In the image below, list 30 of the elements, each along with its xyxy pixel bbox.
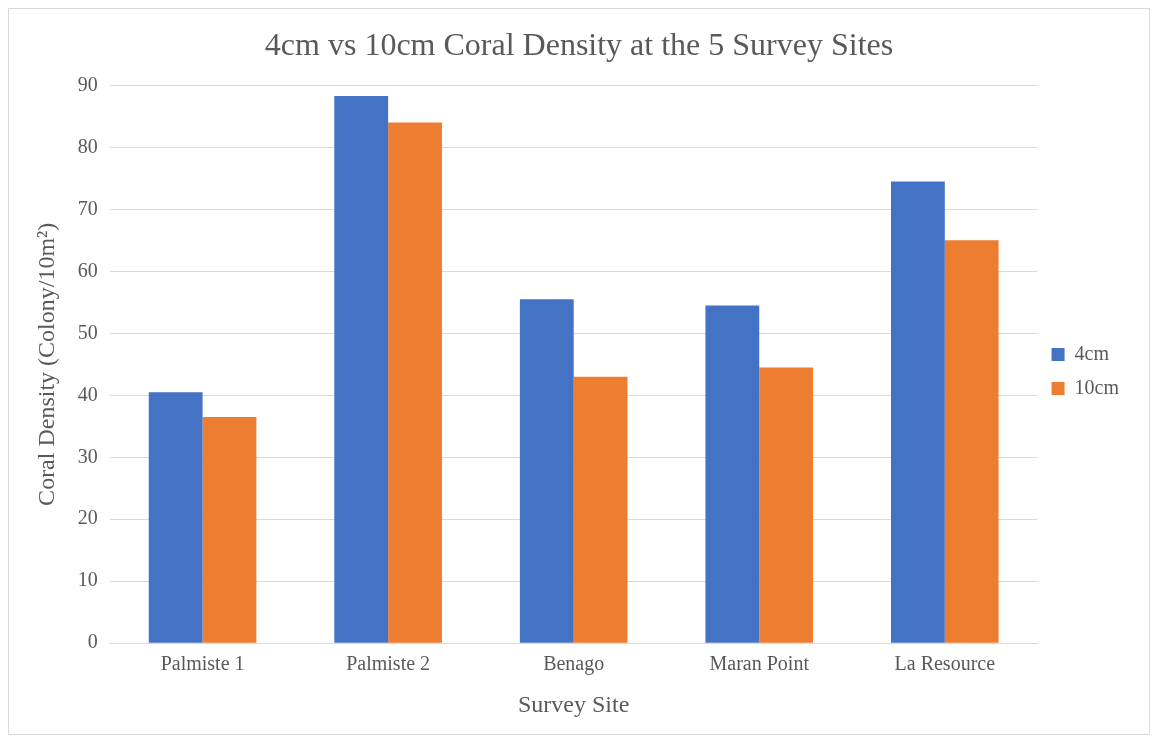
y-tick-label: 0 (87, 630, 98, 653)
legend-label: 4cm (1074, 341, 1110, 364)
bar (334, 95, 389, 643)
y-tick-label: 80 (77, 134, 98, 157)
x-tick-label: Maran Point (709, 652, 810, 675)
bar (519, 299, 574, 643)
bar (202, 416, 257, 643)
y-axis-title: Coral Density (Colony/10m²) (32, 222, 59, 506)
y-tick-label: 20 (77, 506, 98, 529)
y-tick-label: 90 (77, 72, 98, 95)
y-tick-label: 40 (77, 382, 98, 405)
bar (573, 376, 628, 643)
bar (890, 181, 945, 643)
x-axis-title: Survey Site (518, 690, 630, 717)
bar (944, 240, 999, 643)
y-tick-label: 60 (77, 258, 98, 281)
x-tick-label: Palmiste 2 (346, 652, 431, 675)
x-tick-label: Palmiste 1 (160, 652, 245, 675)
y-tick-label: 10 (77, 568, 98, 591)
x-tick-label: La Resource (894, 652, 996, 675)
bar (148, 392, 203, 643)
y-tick-label: 30 (77, 444, 98, 467)
chart-title: 4cm vs 10cm Coral Density at the 5 Survey Sites (264, 25, 894, 62)
legend-label: 10cm (1074, 375, 1120, 398)
x-tick-label: Benago (543, 652, 605, 676)
bar (705, 305, 760, 643)
bar (388, 122, 442, 643)
y-tick-label: 70 (77, 196, 98, 219)
y-tick-label: 50 (77, 320, 98, 343)
bar (759, 367, 814, 643)
